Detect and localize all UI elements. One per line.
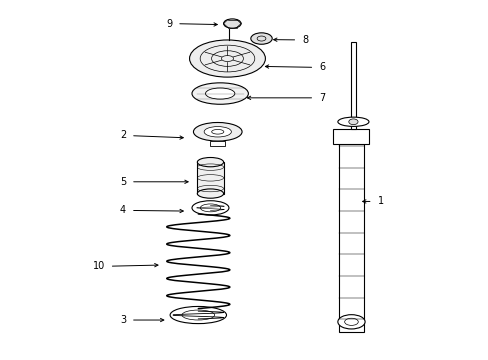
Text: 2: 2 (120, 130, 183, 140)
Ellipse shape (170, 306, 226, 324)
Text: 3: 3 (120, 315, 163, 325)
Text: 4: 4 (120, 205, 183, 215)
Ellipse shape (203, 127, 231, 137)
Bar (338, 135, 364, 332)
Ellipse shape (200, 204, 220, 212)
Ellipse shape (197, 189, 223, 198)
Text: 5: 5 (120, 177, 188, 187)
Bar (197, 162, 223, 194)
Text: 8: 8 (273, 35, 308, 45)
Ellipse shape (182, 310, 214, 320)
Ellipse shape (189, 40, 265, 77)
Text: 9: 9 (166, 18, 217, 28)
Text: 10: 10 (92, 261, 158, 271)
Ellipse shape (348, 119, 357, 125)
Bar (333, 129, 369, 144)
Ellipse shape (205, 88, 234, 99)
Ellipse shape (337, 117, 368, 126)
Ellipse shape (197, 157, 223, 167)
Text: 6: 6 (265, 63, 325, 72)
Ellipse shape (193, 122, 242, 141)
Ellipse shape (250, 33, 272, 44)
Text: 7: 7 (247, 93, 325, 103)
Text: 1: 1 (362, 197, 383, 206)
Ellipse shape (223, 19, 241, 28)
Ellipse shape (337, 315, 365, 329)
Ellipse shape (192, 201, 228, 215)
Bar (210, 141, 224, 146)
Bar (350, 42, 355, 129)
Ellipse shape (192, 83, 248, 104)
